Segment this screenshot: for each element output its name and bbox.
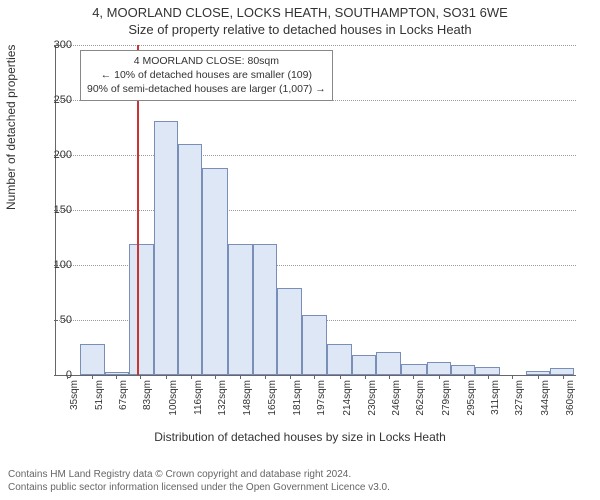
x-tick-label: 360sqm (565, 380, 576, 430)
histogram-bar (129, 244, 153, 375)
y-tick-mark (54, 100, 58, 101)
x-tick-mark (290, 375, 291, 379)
x-tick-mark (538, 375, 539, 379)
histogram-bar (228, 244, 252, 375)
x-tick-mark (215, 375, 216, 379)
gridline (56, 155, 576, 156)
y-tick-mark (54, 320, 58, 321)
page-title-line2: Size of property relative to detached ho… (0, 22, 600, 37)
x-tick-label: 83sqm (142, 380, 153, 430)
property-infobox: 4 MOORLAND CLOSE: 80sqm ← 10% of detache… (80, 50, 333, 101)
histogram-bar (352, 355, 376, 375)
histogram-bar (475, 367, 499, 375)
infobox-line2: ← 10% of detached houses are smaller (10… (87, 68, 326, 82)
histogram-bar (451, 365, 475, 375)
x-tick-mark (413, 375, 414, 379)
x-tick-mark (92, 375, 93, 379)
histogram-bar (202, 168, 228, 375)
histogram-bar (105, 372, 129, 375)
x-tick-mark (389, 375, 390, 379)
x-tick-mark (340, 375, 341, 379)
x-axis-label: Distribution of detached houses by size … (0, 430, 600, 444)
histogram-bar (277, 288, 301, 375)
x-tick-label: 327sqm (514, 380, 525, 430)
x-tick-mark (512, 375, 513, 379)
histogram-bar (401, 364, 427, 375)
x-tick-label: 230sqm (367, 380, 378, 430)
x-tick-mark (365, 375, 366, 379)
x-tick-label: 279sqm (441, 380, 452, 430)
histogram-bar (327, 344, 351, 375)
y-tick-mark (54, 265, 58, 266)
histogram-bar (427, 362, 451, 375)
histogram-bar (80, 344, 104, 375)
x-tick-mark (116, 375, 117, 379)
x-tick-mark (67, 375, 68, 379)
x-tick-label: 262sqm (415, 380, 426, 430)
x-tick-label: 132sqm (217, 380, 228, 430)
x-tick-label: 246sqm (391, 380, 402, 430)
y-tick-mark (54, 155, 58, 156)
infobox-line3: 90% of semi-detached houses are larger (… (87, 82, 326, 96)
gridline (56, 45, 576, 46)
histogram-bar (376, 352, 400, 375)
x-tick-mark (240, 375, 241, 379)
attribution-line1: Contains HM Land Registry data © Crown c… (8, 469, 390, 482)
x-tick-label: 100sqm (168, 380, 179, 430)
x-tick-mark (140, 375, 141, 379)
histogram-bar (302, 315, 328, 376)
attribution-line2: Contains public sector information licen… (8, 482, 390, 495)
histogram-bar (253, 244, 277, 375)
x-tick-label: 67sqm (118, 380, 129, 430)
x-tick-label: 344sqm (540, 380, 551, 430)
x-tick-mark (488, 375, 489, 379)
y-tick-mark (54, 375, 58, 376)
x-tick-mark (464, 375, 465, 379)
x-tick-label: 116sqm (193, 380, 204, 430)
x-tick-label: 165sqm (267, 380, 278, 430)
x-tick-mark (439, 375, 440, 379)
attribution-text: Contains HM Land Registry data © Crown c… (8, 469, 390, 494)
x-tick-label: 148sqm (242, 380, 253, 430)
y-axis-label: Number of detached properties (4, 45, 18, 210)
x-tick-mark (166, 375, 167, 379)
x-tick-mark (314, 375, 315, 379)
x-tick-label: 51sqm (94, 380, 105, 430)
histogram-bar (178, 144, 202, 375)
x-tick-label: 197sqm (316, 380, 327, 430)
x-tick-mark (191, 375, 192, 379)
y-tick-mark (54, 210, 58, 211)
x-tick-mark (563, 375, 564, 379)
x-tick-label: 35sqm (69, 380, 80, 430)
histogram-bar (550, 368, 574, 375)
x-tick-label: 295sqm (466, 380, 477, 430)
histogram-bar (154, 121, 178, 375)
gridline (56, 210, 576, 211)
page-title-line1: 4, MOORLAND CLOSE, LOCKS HEATH, SOUTHAMP… (0, 5, 600, 20)
x-tick-label: 214sqm (342, 380, 353, 430)
y-tick-mark (54, 45, 58, 46)
x-tick-label: 181sqm (292, 380, 303, 430)
x-tick-label: 311sqm (490, 380, 501, 430)
x-tick-mark (265, 375, 266, 379)
infobox-line1: 4 MOORLAND CLOSE: 80sqm (87, 54, 326, 68)
